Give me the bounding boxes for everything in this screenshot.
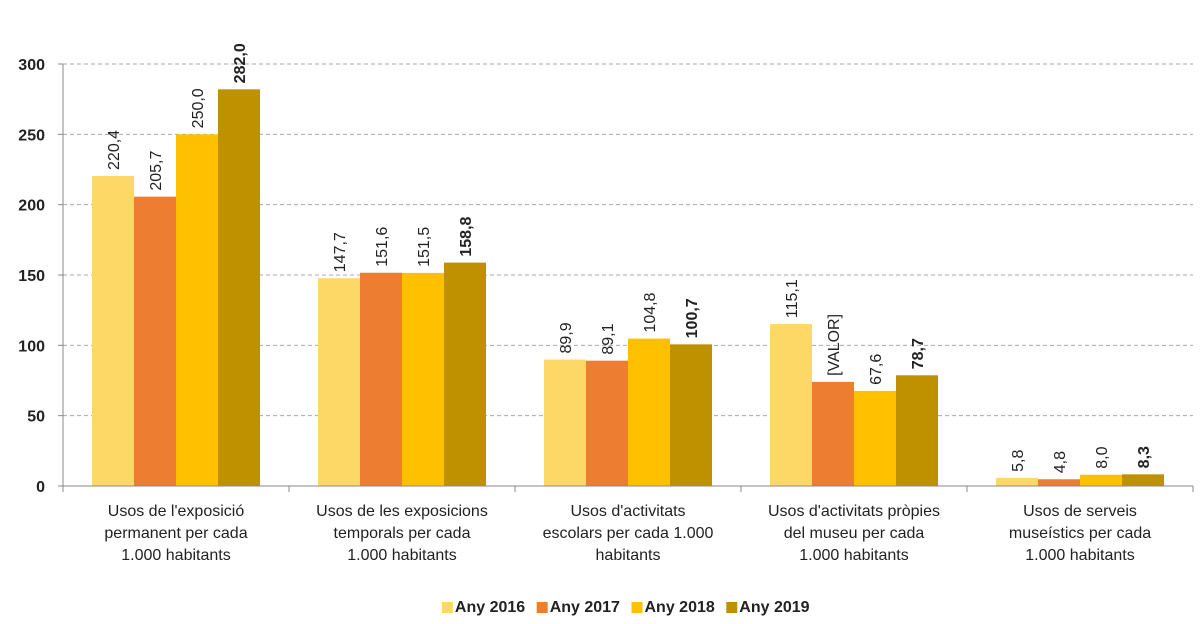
value-label: [VALOR]: [826, 314, 843, 376]
y-tick-label: 200: [18, 198, 45, 215]
value-label: 67,6: [868, 354, 885, 385]
value-label: 100,7: [684, 298, 701, 338]
bar: [218, 89, 260, 486]
y-tick-label: 0: [36, 479, 45, 496]
value-label: 115,1: [784, 279, 801, 318]
value-label: 8,0: [1094, 446, 1111, 468]
bar: [1038, 479, 1080, 486]
bar: [896, 375, 938, 486]
x-tick-label: 1.000 habitants: [121, 547, 230, 564]
y-tick-label: 100: [18, 338, 45, 355]
bar: [670, 344, 712, 486]
legend-swatch: [631, 602, 643, 613]
x-tick-label: museístics per cada: [1009, 525, 1151, 542]
bar: [402, 272, 444, 486]
x-tick-label: 1.000 habitants: [799, 547, 908, 564]
bar: [628, 338, 670, 486]
x-tick-label: del museu per cada: [784, 525, 925, 542]
value-label: 158,8: [458, 216, 475, 256]
bar: [360, 272, 402, 486]
legend-label: Any 2019: [739, 599, 809, 616]
value-label: 250,0: [190, 88, 207, 128]
x-tick-label: 1.000 habitants: [347, 547, 456, 564]
bar: [854, 390, 896, 486]
value-label: 89,1: [600, 323, 617, 354]
legend-label: Any 2017: [550, 599, 620, 616]
bar: [1080, 474, 1122, 486]
bar: [318, 278, 360, 486]
legend-swatch: [441, 602, 453, 613]
x-tick-label: Usos d'activitats pròpies: [768, 503, 940, 520]
legend-swatch: [536, 602, 548, 613]
x-tick-label: Usos de les exposicions: [316, 503, 488, 520]
value-label: 104,8: [642, 292, 659, 332]
value-label: 220,4: [106, 130, 123, 170]
value-label: 89,9: [558, 322, 575, 353]
value-label: 282,0: [232, 43, 249, 83]
x-tick-label: permanent per cada: [104, 525, 247, 542]
bar: [812, 381, 854, 486]
bar: [176, 134, 218, 487]
bar: [996, 477, 1038, 486]
y-tick-label: 300: [18, 57, 45, 74]
value-label: 8,3: [1136, 446, 1153, 468]
value-label: 205,7: [148, 151, 165, 191]
x-tick-label: temporals per cada: [334, 525, 471, 542]
bar: [92, 175, 134, 486]
y-tick-label: 150: [18, 268, 45, 285]
x-tick-label: escolars per cada 1.000: [543, 525, 714, 542]
legend-swatch: [726, 602, 738, 613]
value-label: 5,8: [1010, 449, 1027, 471]
y-tick-label: 50: [27, 409, 45, 426]
bar: [770, 324, 812, 486]
value-label: 151,5: [416, 227, 433, 267]
y-tick-label: 250: [18, 127, 45, 144]
x-tick-label: Usos de l'exposició: [108, 503, 245, 520]
bar: [134, 196, 176, 486]
bar: [586, 360, 628, 486]
legend-label: Any 2016: [455, 599, 525, 616]
x-tick-label: Usos d'activitats: [570, 503, 685, 520]
bar: [444, 262, 486, 486]
bar: [544, 359, 586, 486]
value-label: 151,6: [374, 227, 391, 267]
value-label: 147,7: [332, 232, 349, 272]
value-label: 4,8: [1052, 451, 1069, 473]
x-tick-label: habitants: [596, 547, 661, 564]
bar: [1122, 474, 1164, 486]
legend-label: Any 2018: [645, 599, 715, 616]
x-tick-label: Usos de serveis: [1023, 503, 1137, 520]
x-tick-label: 1.000 habitants: [1025, 547, 1134, 564]
value-label: 78,7: [910, 338, 927, 369]
